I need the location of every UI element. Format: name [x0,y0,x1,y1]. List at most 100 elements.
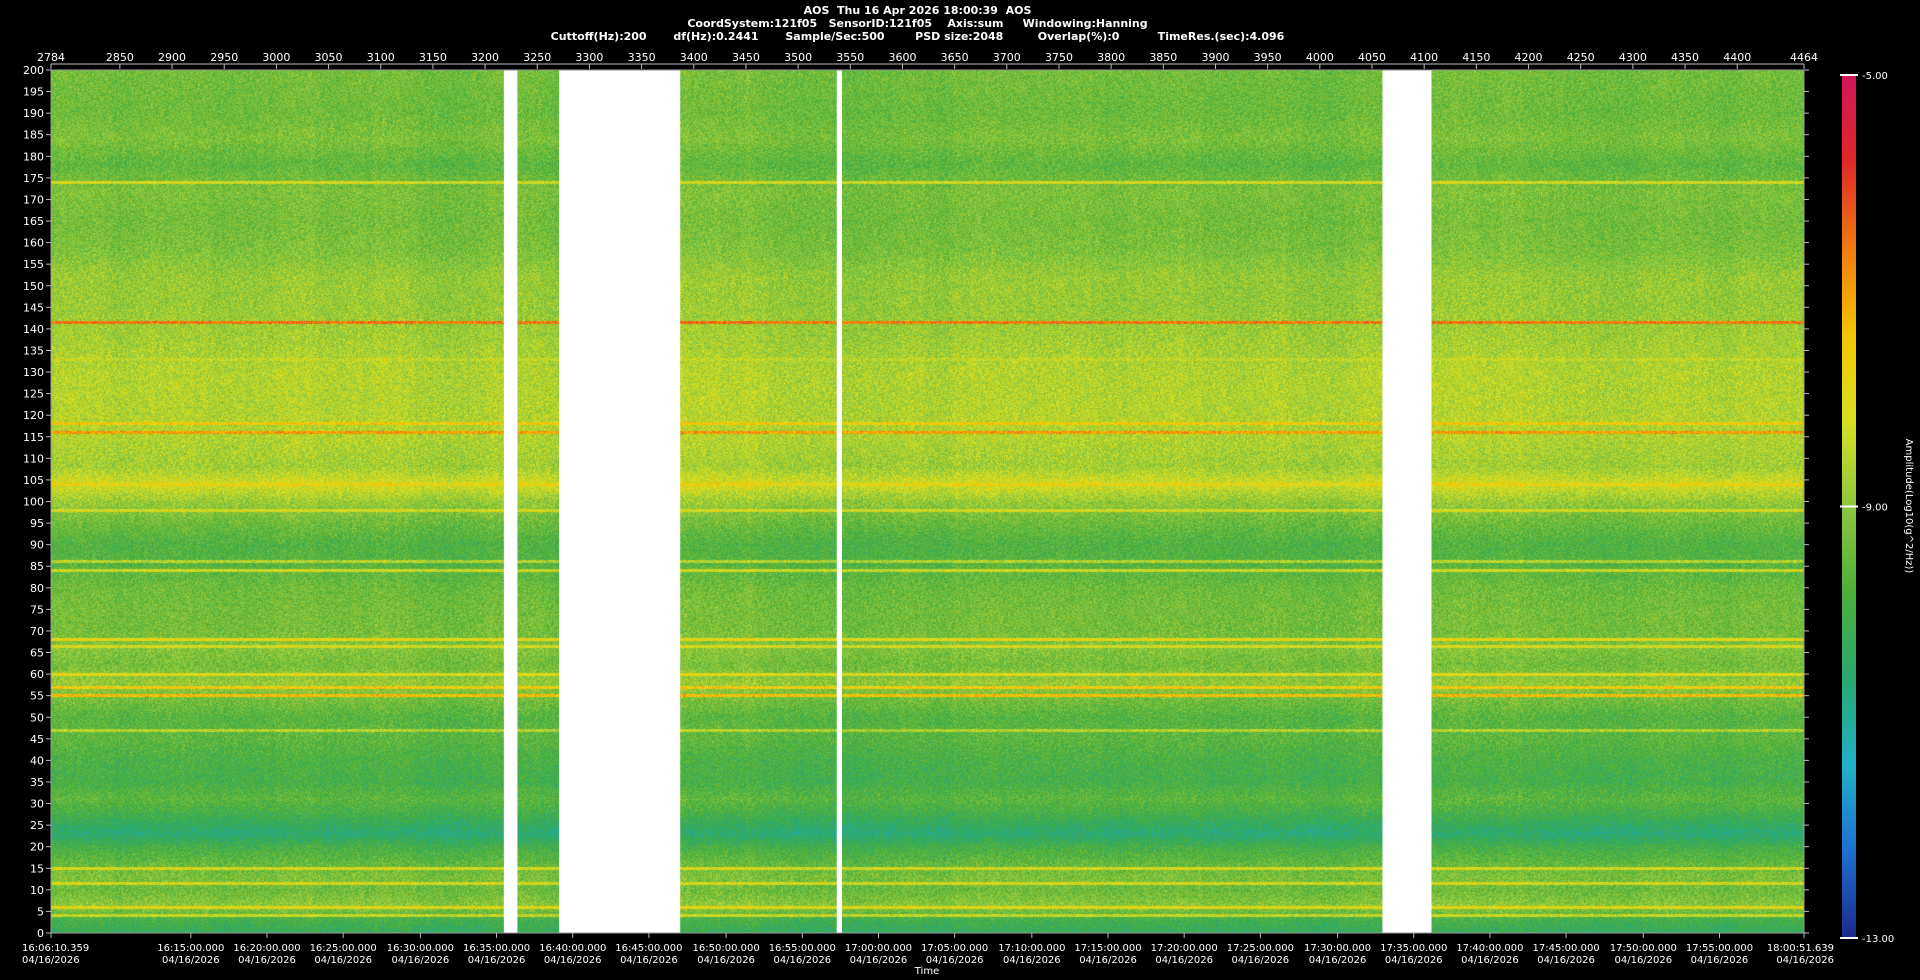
data-gap-0 [503,70,518,933]
time-tick-label-7: 16:45:00.000 [615,943,682,954]
header-params-2: Cuttoff(Hz):200 df(Hz):0.2441 Sample/Sec… [550,30,1285,43]
y-tick-label-16: 120 [23,409,44,422]
chart-header: AOS Thu 16 Apr 2026 18:00:39 AOS CoordSy… [0,4,1835,43]
top-tick-label-29: 4250 [1567,51,1595,64]
y-tick-label-5: 175 [23,172,44,185]
y-tick-label-1: 195 [23,86,44,99]
time-tick-label-16: 17:30:00.000 [1304,943,1371,954]
colorbar-ticks: -5.00 -9.00 -13.00 [1840,71,1894,945]
y-tick-label-25: 75 [30,603,44,616]
top-tick-label-2: 2900 [158,51,186,64]
data-gap-2 [836,70,842,933]
time-tick-label-13: 17:15:00.000 [1074,943,1141,954]
date-tick-label-1: 04/16/2026 [162,955,220,966]
y-tick-label-15: 125 [23,388,44,401]
y-tick-label-35: 25 [30,819,44,832]
time-tick-label-12: 17:10:00.000 [998,943,1065,954]
date-tick-label-11: 04/16/2026 [926,955,984,966]
date-tick-label-9: 04/16/2026 [773,955,831,966]
top-tick-label-17: 3650 [941,51,969,64]
y-tick-label-29: 55 [30,690,44,703]
time-tick-label-0: 16:06:10.359 [22,943,89,954]
date-tick-label-22: 04/16/2026 [1776,955,1834,966]
y-tick-label-19: 105 [23,474,44,487]
top-tick-label-21: 3850 [1149,51,1177,64]
time-tick-label-15: 17:25:00.000 [1227,943,1294,954]
date-tick-label-20: 04/16/2026 [1614,955,1672,966]
time-tick-label-14: 17:20:00.000 [1151,943,1218,954]
y-tick-label-2: 190 [23,107,44,120]
colorbar-tick-label-2: -13.00 [1862,934,1894,945]
top-tick-label-6: 3100 [367,51,395,64]
y-axis: 2001951901851801751701651601551501451401… [23,64,51,940]
y-tick-label-8: 160 [23,237,44,250]
data-gap-3 [1382,70,1432,933]
top-tick-label-19: 3750 [1045,51,1073,64]
date-tick-label-21: 04/16/2026 [1691,955,1749,966]
date-tick-label-19: 04/16/2026 [1537,955,1595,966]
time-axis: 16:06:10.35904/16/202616:15:00.00004/16/… [22,933,1834,966]
time-tick-label-22: 18:00:51.639 [1767,943,1834,954]
y-tick-label-23: 85 [30,560,44,573]
top-tick-label-23: 3950 [1254,51,1282,64]
y-tick-label-39: 5 [37,905,44,918]
top-tick-label-4: 3000 [262,51,290,64]
y-tick-label-32: 40 [30,754,44,767]
time-tick-label-8: 16:50:00.000 [693,943,760,954]
date-tick-label-15: 04/16/2026 [1232,955,1290,966]
y-tick-label-12: 140 [23,323,44,336]
time-tick-label-21: 17:55:00.000 [1686,943,1753,954]
right-axis-ticks [1804,69,1809,934]
top-tick-label-11: 3350 [628,51,656,64]
y-tick-label-7: 165 [23,215,44,228]
colorbar-tick-label-0: -5.00 [1862,71,1888,82]
y-tick-label-38: 10 [30,884,44,897]
data-gaps [503,70,1432,933]
y-tick-label-6: 170 [23,193,44,206]
y-tick-label-33: 35 [30,776,44,789]
y-tick-label-3: 185 [23,129,44,142]
top-tick-label-22: 3900 [1201,51,1229,64]
top-tick-label-14: 3500 [784,51,812,64]
time-tick-label-18: 17:40:00.000 [1456,943,1523,954]
date-tick-label-16: 04/16/2026 [1309,955,1367,966]
colorbar: -5.00 -9.00 -13.00 Amplitude(Log10(g^2/Hz)… [1840,71,1914,945]
y-tick-label-10: 150 [23,280,44,293]
x-axis-label: Time [914,966,939,977]
top-tick-label-3: 2950 [210,51,238,64]
time-tick-label-10: 17:00:00.000 [845,943,912,954]
y-tick-label-13: 135 [23,344,44,357]
top-tick-label-32: 4400 [1723,51,1751,64]
date-tick-label-4: 04/16/2026 [392,955,450,966]
date-tick-label-10: 04/16/2026 [850,955,908,966]
y-tick-label-11: 145 [23,301,44,314]
top-tick-label-26: 4100 [1410,51,1438,64]
top-tick-label-28: 4200 [1515,51,1543,64]
colorbar-label: Amplitude(Log10(g^2/Hz)) [1903,439,1914,574]
y-tick-label-36: 20 [30,841,44,854]
plot-area [51,70,1804,933]
top-tick-label-5: 3050 [315,51,343,64]
header-title: AOS Thu 16 Apr 2026 18:00:39 AOS [803,4,1032,17]
time-tick-label-20: 17:50:00.000 [1610,943,1677,954]
heatmap-canvas [51,70,1804,933]
top-tick-label-12: 3400 [680,51,708,64]
top-tick-label-20: 3800 [1097,51,1125,64]
top-tick-label-15: 3550 [836,51,864,64]
top-tick-label-16: 3600 [888,51,916,64]
time-tick-label-3: 16:25:00.000 [310,943,377,954]
date-tick-label-12: 04/16/2026 [1003,955,1061,966]
y-tick-label-22: 90 [30,539,44,552]
y-tick-label-9: 155 [23,258,44,271]
top-tick-label-7: 3150 [419,51,447,64]
top-tick-label-13: 3450 [732,51,760,64]
y-tick-label-17: 115 [23,431,44,444]
date-tick-label-18: 04/16/2026 [1461,955,1519,966]
time-tick-label-9: 16:55:00.000 [769,943,836,954]
y-tick-label-20: 100 [23,496,44,509]
date-tick-label-13: 04/16/2026 [1079,955,1137,966]
y-tick-label-0: 200 [23,64,44,77]
y-tick-label-27: 65 [30,647,44,660]
top-tick-label-10: 3300 [575,51,603,64]
